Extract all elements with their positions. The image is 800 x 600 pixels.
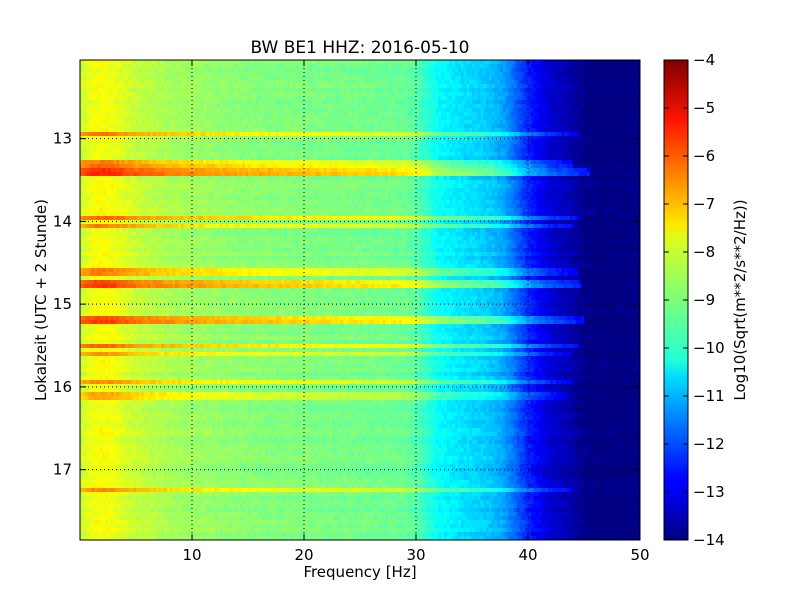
- y-axis-label: Lokalzeit (UTC + 2 Stunde): [32, 199, 50, 401]
- y-tick-label: 17: [53, 461, 72, 479]
- colorbar-tick-label: −10: [693, 339, 725, 357]
- x-tick-label: 50: [630, 546, 649, 564]
- x-tick-label: 40: [518, 546, 537, 564]
- colorbar-ticks: −4 −5 −6 −7 −8 −9 −10 −11 −12 −13 −14: [664, 51, 725, 549]
- x-tick-label: 10: [182, 546, 201, 564]
- y-axis: 13 14 15 16 17: [53, 130, 640, 479]
- x-axis: 10 20 30 40 50: [182, 60, 650, 564]
- y-tick-label: 13: [53, 130, 72, 148]
- y-tick-label: 15: [53, 295, 72, 313]
- x-tick-label: 20: [294, 546, 313, 564]
- chart-title: BW BE1 HHZ: 2016-05-10: [250, 38, 469, 58]
- y-tick-label: 16: [53, 378, 72, 396]
- colorbar-tick-label: −7: [693, 195, 715, 213]
- colorbar-tick-label: −6: [693, 147, 715, 165]
- colorbar-label: Log10(Sqrt(m**2/s**2/Hz)): [731, 199, 749, 400]
- colorbar-tick-label: −12: [693, 435, 725, 453]
- colorbar-tick-label: −8: [693, 243, 715, 261]
- y-tick-label: 14: [53, 212, 72, 230]
- x-axis-label: Frequency [Hz]: [303, 563, 416, 581]
- spectrogram-heatmap: [80, 60, 640, 540]
- colorbar-tick-label: −9: [693, 291, 715, 309]
- colorbar-tick-label: −14: [693, 531, 725, 549]
- colorbar-tick-label: −11: [693, 387, 725, 405]
- x-tick-label: 30: [406, 546, 425, 564]
- colorbar-tick-label: −4: [693, 51, 715, 69]
- grid-lines: [80, 60, 640, 540]
- colorbar-tick-label: −5: [693, 99, 715, 117]
- plot-frame: [79, 59, 641, 541]
- colorbar-tick-label: −13: [693, 483, 725, 501]
